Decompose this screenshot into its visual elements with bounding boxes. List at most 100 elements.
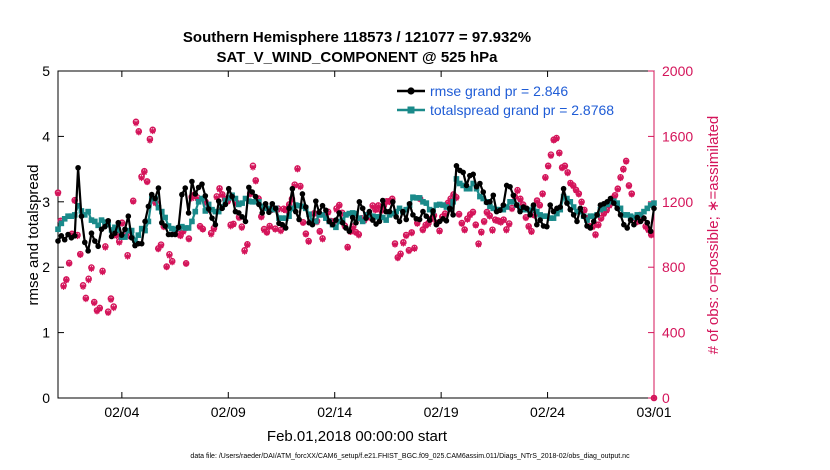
spread-point — [299, 203, 306, 210]
obs-assimilated-point — [197, 224, 204, 231]
spread-point — [463, 185, 470, 192]
obs-assimilated-point — [478, 229, 485, 236]
rmse-point — [651, 205, 657, 212]
obs-assimilated-point — [135, 129, 142, 136]
y-tick-label-left: 5 — [42, 63, 50, 79]
obs-assimilated-point — [105, 309, 112, 316]
spread-point — [282, 215, 289, 221]
x-tick-label: 02/09 — [211, 404, 246, 420]
rmse-point — [624, 225, 631, 231]
spread-point — [567, 199, 574, 205]
spread-point — [336, 218, 343, 225]
obs-assimilated-point — [344, 244, 351, 251]
rmse-point — [647, 228, 654, 235]
obs-assimilated-point — [400, 240, 407, 247]
obs-assimilated-point — [116, 239, 123, 246]
obs-assimilated-point — [489, 227, 496, 234]
spread-point — [480, 195, 487, 202]
rmse-point — [292, 208, 299, 215]
obs-assimilated-point — [614, 186, 621, 193]
spread-point — [112, 224, 118, 231]
obs-assimilated-point — [119, 220, 126, 227]
rmse-point — [423, 213, 430, 219]
spread-point — [182, 225, 189, 231]
rmse-point — [102, 223, 108, 230]
obs-assimilated-point — [85, 277, 92, 284]
rmse-point — [376, 218, 383, 225]
rmse-point — [229, 193, 235, 200]
rmse-point — [544, 223, 550, 230]
rmse-point — [316, 209, 322, 216]
rmse-point — [390, 199, 396, 205]
rmse-point — [617, 212, 624, 218]
obs-assimilated-point — [202, 199, 209, 206]
rmse-point — [567, 206, 574, 213]
rmse-point — [577, 205, 584, 212]
obs-assimilated-point — [316, 229, 323, 236]
spread-point — [534, 208, 540, 215]
data-lines — [55, 163, 657, 254]
obs-assimilated-point — [353, 229, 359, 236]
spread-point — [132, 237, 138, 244]
obs-assimilated-point — [230, 221, 237, 228]
spread-point — [614, 200, 620, 206]
rmse-point — [212, 221, 219, 228]
rmse-point — [329, 221, 336, 228]
rmse-point — [580, 213, 587, 219]
spread-point — [68, 213, 75, 219]
obs-assimilated-point — [534, 198, 541, 205]
rmse-point — [145, 203, 152, 210]
rmse-point — [396, 218, 403, 225]
spread-point — [189, 218, 195, 225]
spread-point — [165, 223, 172, 229]
spread-point — [379, 214, 386, 221]
spread-point — [647, 202, 654, 208]
spread-point — [574, 208, 580, 215]
rmse-point — [500, 202, 507, 208]
spread-point — [199, 195, 205, 202]
obs-assimilated-point — [581, 207, 588, 214]
rmse-point — [152, 195, 158, 202]
spread-point — [510, 199, 517, 205]
rmse-point — [55, 238, 61, 244]
rmse-point — [81, 239, 88, 246]
obs-assimilated-point — [461, 227, 468, 234]
obs-assimilated-point — [472, 222, 479, 229]
x-tick-label: 02/04 — [104, 404, 139, 420]
obs-assimilated-point — [291, 182, 298, 189]
spread-point — [644, 205, 651, 212]
obs-assimilated-point — [249, 164, 256, 171]
rmse-point — [313, 198, 319, 204]
obs-assimilated-point — [263, 229, 270, 236]
rmse-point — [507, 183, 513, 190]
y-tick-label-left: 4 — [42, 128, 50, 144]
spread-point — [343, 212, 349, 218]
rmse-point — [92, 238, 98, 244]
rmse-point — [356, 199, 363, 205]
spread-point — [179, 223, 185, 230]
rmse-point — [222, 201, 229, 208]
obs-assimilated-point — [216, 186, 223, 193]
obs-assimilated-point — [617, 175, 624, 182]
obs-assimilated-point — [138, 175, 145, 182]
obs-assimilated-point — [166, 252, 173, 259]
spread-point — [319, 212, 326, 218]
rmse-point — [513, 202, 520, 208]
rmse-point — [470, 171, 476, 178]
obs-assimilated-point — [219, 192, 226, 199]
rmse-point — [239, 214, 245, 220]
obs-assimilated-point — [283, 207, 290, 214]
rmse-point — [225, 185, 232, 192]
obs-assimilated-point — [146, 137, 153, 144]
obs-assimilated-point — [158, 242, 165, 249]
spread-point — [624, 212, 631, 218]
rmse-point — [369, 217, 376, 223]
legend-spread-marker — [407, 106, 415, 114]
obs-assimilated-point — [208, 231, 215, 238]
spread-point — [416, 195, 423, 201]
obs-assimilated-point — [366, 215, 373, 222]
spread-point — [507, 199, 513, 205]
obs-assimilated-point — [486, 213, 493, 220]
rmse-point — [259, 210, 266, 216]
